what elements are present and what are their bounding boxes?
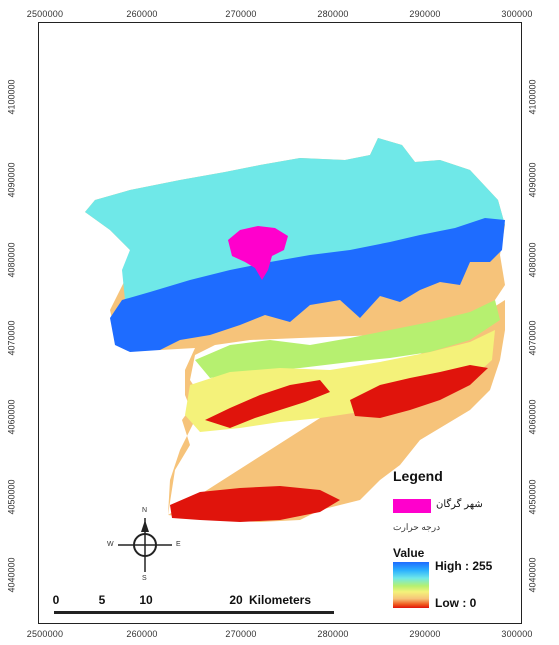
- tick-bottom-5: 290000: [409, 629, 441, 639]
- tick-top-3: 270000: [225, 9, 257, 19]
- north-label-n: N: [142, 507, 148, 514]
- region-green: [195, 300, 500, 378]
- tick-bottom-2: 260000: [126, 629, 158, 639]
- legend-value-title: Value: [393, 546, 425, 560]
- legend-color-ramp: [393, 562, 429, 608]
- region-red-3: [170, 486, 340, 522]
- scale-tick-10: 10: [139, 593, 153, 607]
- tick-top-1: 2500000: [26, 9, 64, 19]
- tick-bottom-3: 270000: [225, 629, 257, 639]
- city-gorgan: [228, 226, 288, 280]
- legend-city-label: شهر گرگان: [436, 499, 483, 510]
- region-cyan: [85, 138, 505, 300]
- region-blue: [110, 218, 505, 352]
- tick-bottom-4: 280000: [317, 629, 349, 639]
- tick-top-2: 260000: [126, 9, 158, 19]
- north-label-w: W: [107, 541, 114, 548]
- legend-low-label: Low : 0: [435, 596, 477, 610]
- tick-top-4: 280000: [317, 9, 349, 19]
- legend-title: Legend: [393, 468, 443, 484]
- region-red-2: [350, 365, 488, 418]
- region-red-1: [205, 380, 330, 428]
- scale-tick-0: 0: [52, 593, 60, 607]
- legend-high-label: High : 255: [435, 559, 493, 573]
- legend-temperature-label: درجه حرارت: [393, 522, 441, 532]
- tick-top-6: 300000: [501, 9, 533, 19]
- tick-bottom-6: 300000: [501, 629, 533, 639]
- legend-city-swatch: [393, 499, 431, 513]
- north-label-s: S: [142, 575, 147, 582]
- map-frame: [38, 22, 522, 624]
- compass-rose-icon: [118, 518, 172, 572]
- north-label-e: E: [176, 541, 181, 548]
- tick-top-5: 290000: [409, 9, 441, 19]
- tick-bottom-1: 2500000: [26, 629, 64, 639]
- scale-bar: [54, 611, 334, 614]
- scale-tick-20: 20: [229, 593, 243, 607]
- scale-unit: Kilometers: [249, 593, 312, 607]
- scale-tick-5: 5: [98, 593, 106, 607]
